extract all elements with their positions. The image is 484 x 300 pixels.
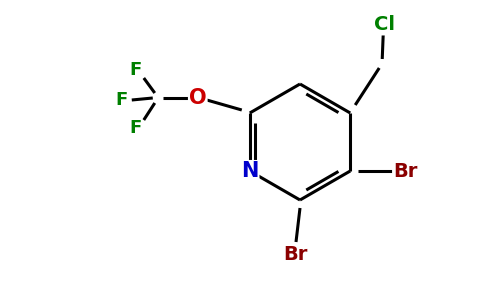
- Text: Br: Br: [283, 244, 307, 263]
- Text: N: N: [241, 161, 258, 181]
- Text: Cl: Cl: [374, 16, 395, 34]
- Text: F: F: [130, 61, 142, 79]
- Text: O: O: [189, 88, 207, 108]
- Text: F: F: [130, 119, 142, 137]
- Text: Br: Br: [393, 161, 417, 181]
- Text: F: F: [116, 91, 128, 109]
